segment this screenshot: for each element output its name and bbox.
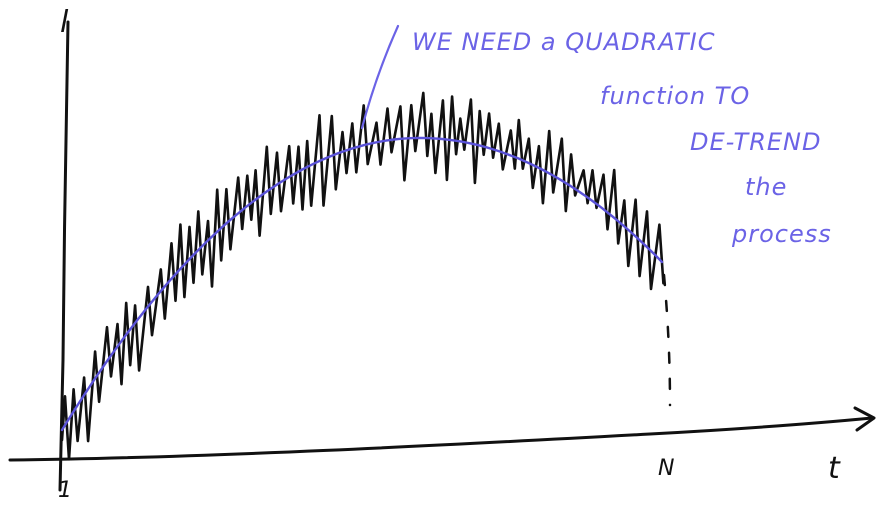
note-line-3: DE-TREND	[690, 128, 822, 156]
noisy-process-line	[60, 91, 665, 461]
note-line-5: process	[731, 220, 832, 248]
y-axis-label: l	[60, 5, 69, 40]
x-axis-label: t	[828, 451, 841, 486]
note-line-1: WE NEED a QUADRATIC	[412, 28, 715, 56]
x-end-tick: N	[658, 456, 674, 481]
note-line-4: the	[745, 173, 787, 201]
x-axis	[8, 416, 874, 462]
x-start-tick: 1	[58, 478, 72, 503]
quadratic-trend-curve	[60, 136, 664, 432]
end-dashed-line	[662, 273, 672, 407]
y-axis	[58, 20, 70, 492]
note-line-2: function TO	[600, 82, 750, 110]
x-axis-arrow	[853, 406, 876, 432]
annotation-pointer	[360, 24, 400, 130]
